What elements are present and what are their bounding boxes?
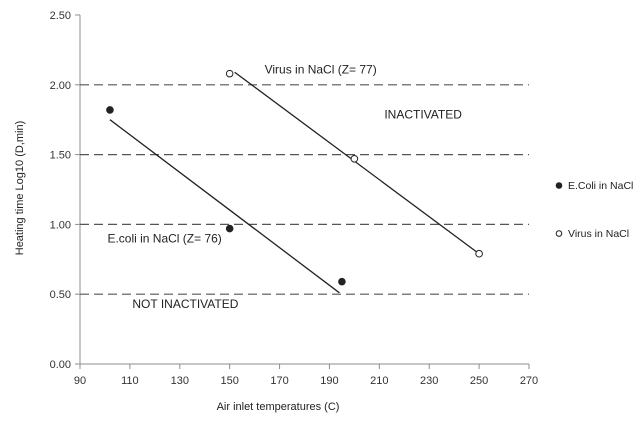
tick-labels-group: 0.00 0.50 1.00 1.50 2.00 2.50 90 110 130 150 170 19… xyxy=(50,10,539,387)
data-point-filled xyxy=(338,277,346,286)
data-points-group xyxy=(106,69,483,286)
x-tick-label: 190 xyxy=(320,375,338,387)
x-tick-label: 150 xyxy=(220,375,238,387)
y-tick-label: 2.00 xyxy=(50,80,71,92)
y-tick-label: 1.50 xyxy=(50,150,71,162)
axes-group xyxy=(75,14,530,369)
x-tick-label: 110 xyxy=(121,375,139,387)
x-tick-label: 210 xyxy=(370,375,388,387)
annotations-group: Virus in NaCl (Z= 77) INACTIVATED E.coli i… xyxy=(107,63,462,312)
threshold-lines-group xyxy=(80,84,529,295)
data-point-open xyxy=(225,69,234,78)
annotation-label: E.coli in NaCl (Z= 76) xyxy=(107,232,221,246)
y-tick-label: 2.50 xyxy=(50,10,71,22)
annotation-label: NOT INACTIVATED xyxy=(132,297,238,311)
data-point-open xyxy=(350,154,359,163)
legend-marker-filled xyxy=(555,182,563,189)
legend-marker-open xyxy=(555,230,563,237)
x-tick-label: 270 xyxy=(520,375,538,387)
y-axis-title: Heating time Log10 (D,min) xyxy=(14,121,26,256)
y-tick-label: 0.00 xyxy=(50,359,71,371)
x-tick-label: 130 xyxy=(171,375,189,387)
annotation-label: Virus in NaCl (Z= 77) xyxy=(265,63,377,77)
y-tick-label: 0.50 xyxy=(50,289,71,301)
data-point-filled xyxy=(106,106,114,114)
legend: E.Coli in NaCl Virus in NaCl xyxy=(555,180,633,240)
trendline xyxy=(109,119,340,294)
x-tick-label: 250 xyxy=(470,375,488,387)
x-axis-title: Air inlet temperatures (C) xyxy=(217,401,340,413)
data-point-filled xyxy=(225,224,234,233)
y-tick-label: 1.00 xyxy=(50,219,71,231)
data-point-open xyxy=(475,249,483,258)
legend-label: Virus in NaCl xyxy=(568,228,629,240)
legend-label: E.Coli in NaCl xyxy=(568,180,633,192)
annotation-label: INACTIVATED xyxy=(384,107,462,121)
x-tick-label: 90 xyxy=(74,375,86,387)
x-tick-label: 170 xyxy=(270,375,288,387)
trendlines-group xyxy=(109,71,480,294)
x-tick-label: 230 xyxy=(420,375,438,387)
trendline xyxy=(234,71,480,255)
